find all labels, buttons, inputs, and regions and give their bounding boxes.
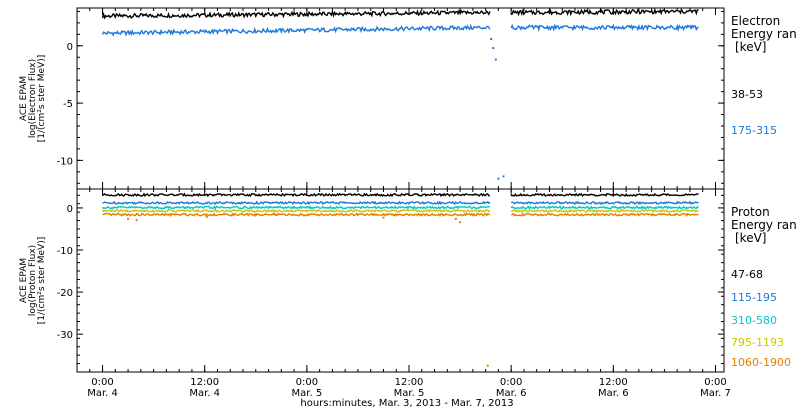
series-310-580: [102, 205, 699, 210]
data-point: [454, 217, 457, 220]
legend-entry: 47-68: [731, 268, 763, 281]
data-point: [494, 58, 497, 61]
data-point: [459, 221, 462, 224]
legend-heading: Proton: [731, 205, 770, 219]
y-axis-label: ACE EPAM: [19, 258, 29, 303]
series-trace: [510, 205, 699, 210]
series-trace: [511, 212, 699, 217]
data-point: [486, 364, 489, 367]
series-trace: [102, 200, 491, 206]
legend-heading: [keV]: [735, 231, 766, 245]
data-point: [135, 219, 138, 222]
y-axis-label: [1/(cm²s ster MeV)]: [37, 55, 47, 142]
series-trace: [102, 205, 491, 210]
series-trace: [511, 200, 699, 206]
data-point: [205, 215, 208, 218]
data-point: [497, 177, 500, 180]
x-tick-label: 0:00: [91, 377, 113, 388]
x-tick-date-label: Mar. 4: [189, 388, 220, 399]
series-795-1193: [101, 208, 699, 214]
legend-heading: Energy ran: [731, 218, 797, 232]
electron-panel: 0 -5 -10 ACE EPAM log(Electron Flux) [1/(cm²s…: [19, 7, 797, 190]
y-tick-label: -30: [57, 330, 73, 341]
x-tick-date-label: Mar. 7: [700, 388, 731, 399]
y-axis-label: log(Electron Flux): [28, 59, 38, 138]
series-trace: [511, 7, 699, 17]
series-trace: [101, 9, 491, 20]
series-trace: [102, 212, 491, 218]
y-tick-label: -5: [63, 99, 73, 110]
data-point: [492, 47, 495, 50]
plot-frame: [76, 7, 725, 190]
legend-heading: [keV]: [735, 40, 766, 54]
x-axis-title: hours:minutes, Mar. 3, 2013 - Mar. 7, 20…: [300, 398, 513, 409]
series-175-315: [101, 23, 699, 180]
y-axis-label: [1/(cm²s ster MeV)]: [37, 237, 47, 324]
legend-entry: 795-1193: [731, 336, 784, 349]
proton-panel: 0 -10 -20 -30 ACE EPAM log(Proton Flux) [1/(cm…: [19, 188, 797, 399]
y-tick-label: -10: [57, 156, 73, 167]
legend-entry: 38-53: [731, 88, 763, 101]
series-trace: [101, 208, 491, 214]
series-trace: [102, 192, 491, 198]
legend-heading: Energy ran: [731, 27, 797, 41]
data-point: [490, 37, 493, 40]
x-tick-date-label: Mar. 6: [598, 388, 629, 399]
series-38-53: [101, 7, 699, 20]
legend-entry: 115-195: [731, 291, 777, 304]
legend-entry: 175-315: [731, 124, 777, 137]
x-tick-date-label: Mar. 6: [496, 388, 527, 399]
x-tick-label: 12:00: [190, 377, 219, 388]
x-tick-label: 0:00: [296, 377, 318, 388]
data-point: [502, 175, 505, 178]
plot-frame: [76, 188, 725, 373]
y-tick-label: 0: [67, 204, 73, 215]
legend-heading: Electron: [731, 14, 780, 28]
y-axis-label: log(Proton Flux): [28, 245, 38, 316]
y-tick-label: 0: [67, 42, 73, 53]
series-115-195: [102, 200, 699, 206]
series-trace: [511, 208, 699, 213]
series-trace: [510, 192, 699, 198]
data-point: [382, 216, 385, 219]
legend-entry: 310-580: [731, 314, 777, 327]
x-tick-date-label: Mar. 5: [292, 388, 323, 399]
y-tick-label: -10: [57, 246, 73, 257]
x-tick-date-label: Mar. 5: [394, 388, 425, 399]
series-47-68: [102, 192, 699, 198]
series-1060-1900: [102, 212, 699, 367]
y-tick-label: -20: [57, 288, 73, 299]
x-tick-date-label: Mar. 4: [87, 388, 118, 399]
x-tick-label: 0:00: [500, 377, 522, 388]
x-tick-label: 0:00: [704, 377, 726, 388]
series-trace: [101, 23, 491, 37]
series-trace: [510, 23, 699, 33]
x-tick-label: 12:00: [395, 377, 424, 388]
legend-entry: 1060-1900: [731, 356, 791, 369]
data-point: [127, 217, 130, 220]
x-tick-label: 12:00: [599, 377, 628, 388]
y-axis-label: ACE EPAM: [19, 76, 29, 121]
